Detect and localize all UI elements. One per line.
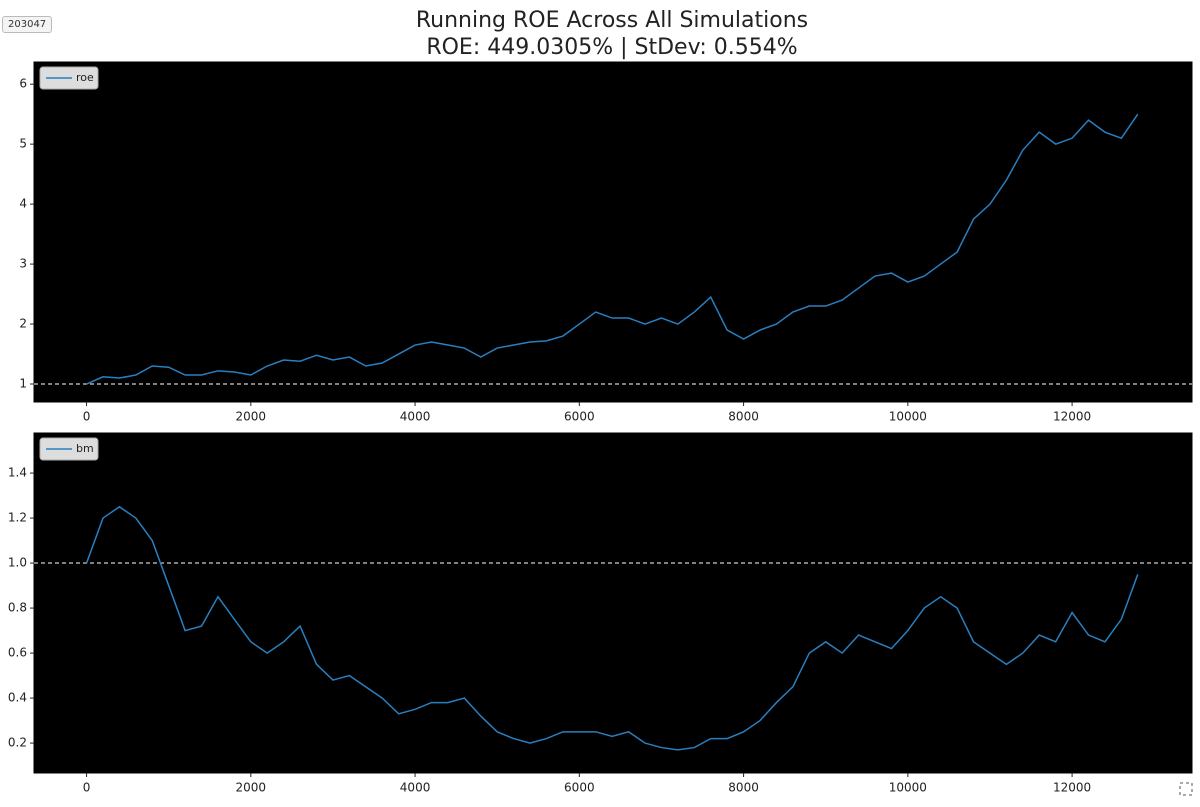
- x-tick-label: 10000: [889, 781, 927, 795]
- screenshot-icon[interactable]: [1179, 782, 1193, 796]
- y-tick-label: 0.8: [8, 601, 27, 615]
- badge: 203047: [2, 16, 53, 33]
- y-tick-label: 0.6: [8, 646, 27, 660]
- x-tick-label: 0: [83, 410, 91, 424]
- x-tick-label: 10000: [889, 410, 927, 424]
- data-line: [85, 505, 1139, 751]
- chart-title: Running ROE Across All Simulations: [416, 8, 808, 33]
- chart-subtitle: ROE: 449.0305% | StDev: 0.554%: [426, 35, 797, 60]
- x-tick-label: 4000: [400, 781, 431, 795]
- x-tick-label: 4000: [400, 410, 431, 424]
- y-tick-label: 1.2: [8, 511, 27, 525]
- y-tick-label: 6: [19, 77, 27, 91]
- y-tick-label: 3: [19, 257, 27, 271]
- x-tick-label: 2000: [236, 410, 267, 424]
- x-tick-label: 8000: [728, 410, 759, 424]
- x-tick-label: 2000: [236, 781, 267, 795]
- y-tick-label: 0.2: [8, 736, 27, 750]
- legend-label: roe: [76, 71, 94, 84]
- y-tick-label: 2: [19, 317, 27, 331]
- legend-label: bm: [76, 442, 94, 455]
- x-tick-label: 0: [83, 781, 91, 795]
- y-tick-label: 0.4: [8, 691, 27, 705]
- y-tick-label: 4: [19, 197, 27, 211]
- x-tick-label: 6000: [564, 781, 595, 795]
- y-tick-label: 5: [19, 137, 27, 151]
- plot-area: [33, 432, 1193, 774]
- x-tick-label: 12000: [1053, 410, 1091, 424]
- data-line: [86, 113, 1139, 385]
- x-tick-label: 12000: [1053, 781, 1091, 795]
- plot-area: [33, 61, 1193, 403]
- y-tick-label: 1.0: [8, 556, 27, 570]
- x-tick-label: 8000: [728, 781, 759, 795]
- y-tick-label: 1: [19, 377, 27, 391]
- x-tick-label: 6000: [564, 410, 595, 424]
- y-tick-label: 1.4: [8, 466, 27, 480]
